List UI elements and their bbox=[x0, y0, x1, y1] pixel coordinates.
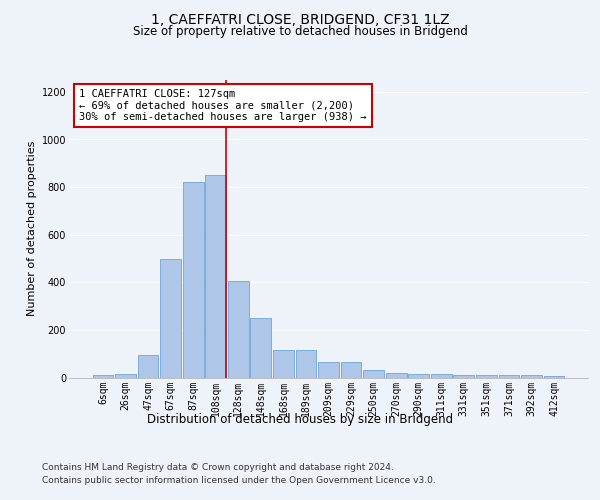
Bar bbox=[476, 375, 497, 378]
Bar bbox=[454, 375, 474, 378]
Bar bbox=[318, 362, 339, 378]
Bar bbox=[431, 374, 452, 378]
Bar bbox=[205, 175, 226, 378]
Bar bbox=[273, 350, 294, 378]
Bar bbox=[183, 182, 203, 378]
Bar bbox=[544, 376, 565, 378]
Bar bbox=[250, 318, 271, 378]
Bar bbox=[386, 372, 407, 378]
Bar bbox=[521, 375, 542, 378]
Bar bbox=[160, 258, 181, 378]
Text: 1 CAEFFATRI CLOSE: 127sqm
← 69% of detached houses are smaller (2,200)
30% of se: 1 CAEFFATRI CLOSE: 127sqm ← 69% of detac… bbox=[79, 89, 367, 122]
Text: Size of property relative to detached houses in Bridgend: Size of property relative to detached ho… bbox=[133, 25, 467, 38]
Bar bbox=[92, 375, 113, 378]
Bar bbox=[409, 374, 429, 378]
Text: 1, CAEFFATRI CLOSE, BRIDGEND, CF31 1LZ: 1, CAEFFATRI CLOSE, BRIDGEND, CF31 1LZ bbox=[151, 12, 449, 26]
Bar bbox=[341, 362, 361, 378]
Text: Contains public sector information licensed under the Open Government Licence v3: Contains public sector information licen… bbox=[42, 476, 436, 485]
Text: Distribution of detached houses by size in Bridgend: Distribution of detached houses by size … bbox=[147, 412, 453, 426]
Y-axis label: Number of detached properties: Number of detached properties bbox=[28, 141, 37, 316]
Bar bbox=[228, 281, 248, 378]
Bar bbox=[115, 374, 136, 378]
Bar bbox=[499, 375, 520, 378]
Bar bbox=[363, 370, 384, 378]
Text: Contains HM Land Registry data © Crown copyright and database right 2024.: Contains HM Land Registry data © Crown c… bbox=[42, 462, 394, 471]
Bar bbox=[137, 355, 158, 378]
Bar bbox=[296, 350, 316, 378]
